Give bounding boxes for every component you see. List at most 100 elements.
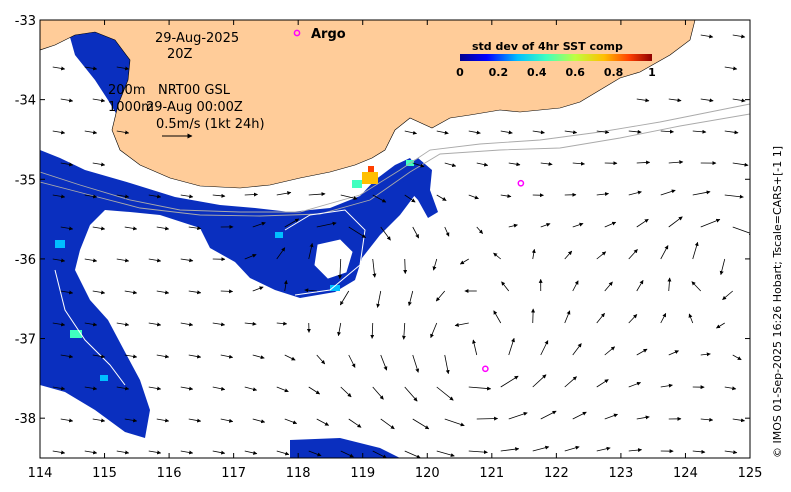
current-vector — [500, 375, 519, 388]
y-tick-label: -33 — [15, 14, 36, 29]
current-vector — [436, 450, 455, 457]
depth-label-1: 200m — [108, 83, 145, 98]
current-vector — [430, 322, 438, 339]
current-vector — [540, 222, 551, 228]
axes-frame — [39, 19, 751, 459]
current-vector — [180, 322, 194, 327]
current-vector — [668, 160, 684, 165]
colorbar-tick-label: 0.4 — [527, 66, 547, 79]
current-vector — [304, 288, 317, 293]
current-vector — [156, 290, 170, 295]
current-vector — [252, 221, 266, 228]
colorbar-tick-label: 0 — [456, 66, 464, 79]
current-vector — [596, 251, 607, 260]
current-vector — [188, 418, 202, 423]
current-vector — [432, 258, 438, 271]
current-vector — [220, 418, 234, 423]
current-vector — [116, 194, 130, 199]
argo-legend-marker — [293, 29, 301, 37]
x-tick-label: 114 — [28, 466, 53, 481]
colorbar-tick-label: 1 — [648, 66, 656, 79]
x-tick-label: 118 — [286, 466, 311, 481]
current-vector — [444, 418, 465, 427]
current-vector — [468, 194, 479, 200]
current-vector — [508, 337, 515, 356]
current-vector — [212, 322, 226, 327]
current-vector — [564, 376, 577, 388]
current-vectors — [52, 34, 750, 458]
current-vector — [316, 221, 337, 228]
argo-legend-label: Argo — [311, 27, 346, 42]
current-vector — [212, 450, 226, 455]
y-tick-label: -34 — [15, 94, 36, 109]
current-vector — [628, 190, 642, 196]
current-vector — [724, 386, 737, 391]
current-vector — [340, 194, 358, 201]
current-vector — [564, 445, 580, 452]
current-vector — [156, 418, 170, 423]
x-tick-label: 121 — [479, 466, 504, 481]
current-vector — [148, 258, 162, 263]
current-vector — [52, 322, 66, 327]
x-tick-label: 125 — [738, 466, 763, 481]
y-tick-label: -35 — [15, 173, 36, 188]
current-vector — [564, 130, 578, 135]
current-vector — [636, 218, 649, 228]
current-vector — [667, 277, 672, 292]
current-vector — [628, 249, 638, 260]
current-vector — [156, 226, 170, 231]
land-mass — [40, 20, 696, 189]
current-vector — [472, 339, 478, 356]
current-vector — [52, 450, 66, 455]
current-vector — [308, 243, 314, 260]
current-vector — [180, 386, 194, 391]
current-vector — [660, 383, 673, 388]
current-vector — [493, 310, 502, 324]
x-axis: 114 115 116 117 118 119 120 121 122 123 124 125 — [28, 20, 763, 481]
current-vector — [660, 312, 667, 324]
current-vector — [372, 194, 387, 203]
current-vector — [276, 191, 292, 196]
current-vector — [84, 194, 98, 199]
current-vector — [84, 66, 98, 71]
current-vector — [372, 386, 384, 400]
current-vector — [188, 354, 202, 359]
current-vector — [596, 379, 609, 388]
current-vector — [692, 241, 699, 260]
current-vector — [308, 450, 322, 457]
credit-text: © IMOS 01-Sep-2025 16:26 Hobart; Tscale=… — [771, 146, 784, 458]
current-vector — [459, 258, 469, 265]
current-vector — [276, 450, 290, 456]
x-tick-label: 122 — [544, 466, 569, 481]
current-vector — [724, 194, 744, 199]
current-vector — [348, 226, 367, 239]
colorbar-tick-label: 0.2 — [489, 66, 509, 79]
current-vector — [180, 450, 194, 455]
current-vector — [308, 386, 321, 395]
current-vector — [116, 386, 130, 391]
colorbar-ticks: 0 0.2 0.4 0.6 0.8 1 — [456, 66, 656, 79]
current-vector — [252, 418, 266, 424]
current-vector — [722, 290, 734, 301]
current-vector — [372, 258, 377, 278]
current-vector — [572, 343, 582, 356]
current-vector — [116, 322, 130, 327]
current-vector — [372, 450, 387, 458]
current-vector — [668, 350, 679, 356]
current-vector — [188, 290, 202, 295]
current-vector — [596, 446, 611, 452]
current-vector — [668, 216, 683, 228]
current-vector — [501, 281, 510, 292]
current-vector — [628, 129, 642, 134]
current-vector — [220, 289, 234, 294]
current-vector — [407, 290, 414, 306]
current-vector — [596, 192, 609, 197]
current-vector — [724, 66, 738, 71]
colorbar-tick-label: 0.8 — [604, 66, 624, 79]
current-vector — [436, 386, 454, 401]
current-vector — [476, 226, 483, 234]
current-vector — [276, 321, 288, 326]
current-vector — [276, 247, 286, 260]
current-vector — [468, 130, 481, 135]
eddy-core — [314, 239, 353, 279]
